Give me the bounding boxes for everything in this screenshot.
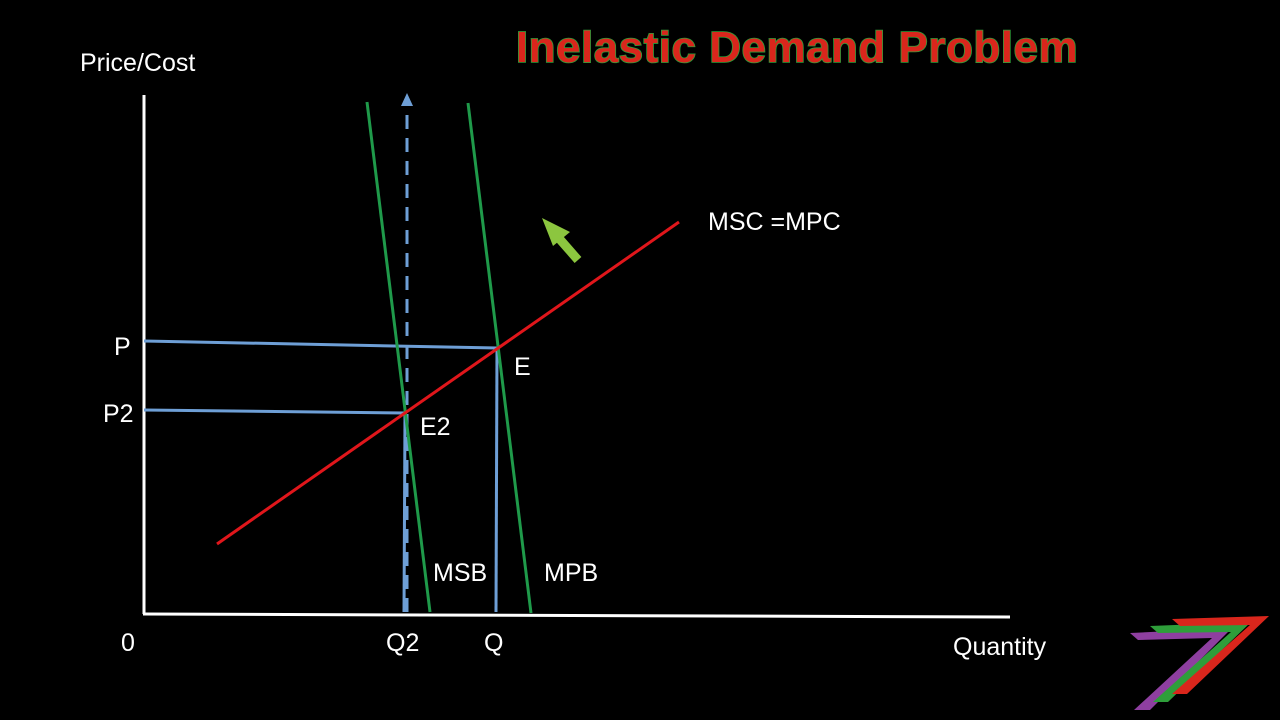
equilibrium-e-label: E bbox=[514, 353, 531, 381]
origin-label: 0 bbox=[121, 629, 135, 657]
msc-mpc-curve bbox=[216, 220, 680, 546]
seven-stripes-logo-icon bbox=[1130, 616, 1269, 710]
price-p2-guide-line bbox=[143, 408, 406, 415]
quantity-q-guide-line bbox=[494, 347, 499, 613]
x-axis bbox=[142, 612, 1011, 619]
y-axis-label: Price/Cost bbox=[80, 49, 195, 77]
price-p2-label: P2 bbox=[103, 400, 134, 428]
equilibrium-e2-label: E2 bbox=[420, 413, 451, 441]
price-p-guide-line bbox=[143, 339, 498, 350]
arrow-up-icon bbox=[401, 93, 413, 106]
mpb-curve bbox=[466, 102, 533, 614]
quantity-q2-guide-line bbox=[402, 412, 407, 613]
msb-curve-label: MSB bbox=[433, 559, 487, 587]
x-axis-label: Quantity bbox=[953, 633, 1047, 661]
quantity-q-label: Q bbox=[484, 629, 503, 657]
msb-curve bbox=[365, 101, 432, 613]
supply-curve-label: MSC =MPC bbox=[708, 208, 841, 236]
arrow-up-left-icon bbox=[542, 218, 582, 263]
mpb-curve-label: MPB bbox=[544, 559, 598, 587]
quantity-q2-label: Q2 bbox=[386, 629, 419, 657]
slide-title: Inelastic Demand Problem bbox=[516, 23, 1078, 72]
price-p-label: P bbox=[114, 333, 131, 361]
